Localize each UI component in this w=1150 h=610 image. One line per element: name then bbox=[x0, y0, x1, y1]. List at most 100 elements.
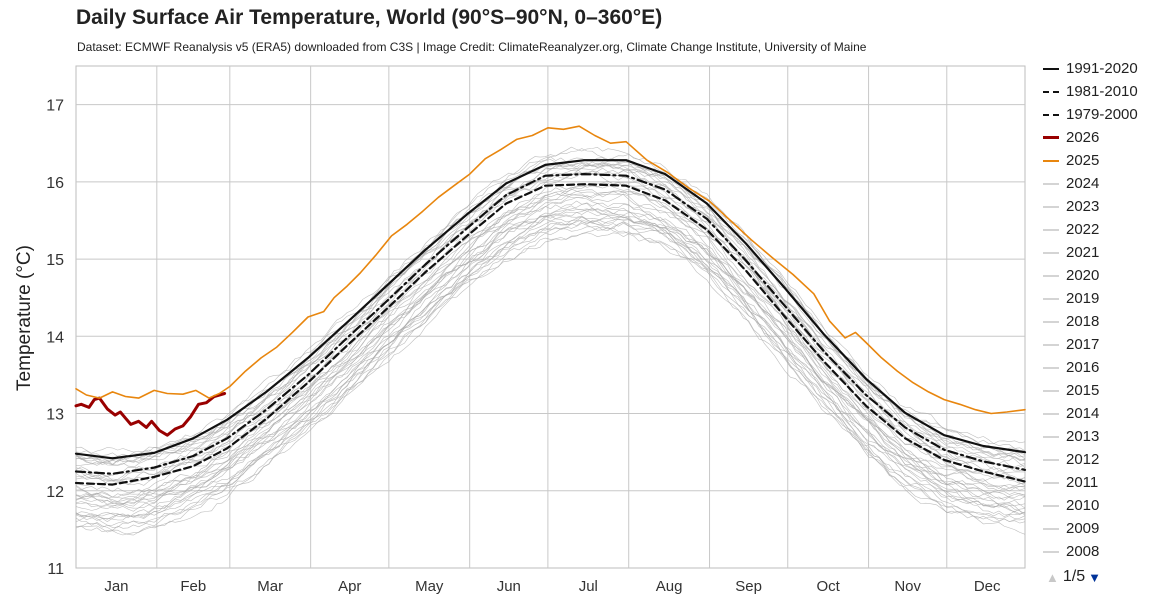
legend-label: 2018 bbox=[1066, 313, 1100, 330]
series-line-background-year bbox=[75, 191, 1026, 498]
series-line-background-year bbox=[75, 190, 1026, 494]
series-line-2025 bbox=[75, 125, 1026, 415]
legend-swatch bbox=[1043, 343, 1059, 346]
legend-swatch bbox=[1043, 228, 1059, 231]
legend-item-2024[interactable]: 2024 bbox=[1043, 172, 1150, 195]
legend-item-2026[interactable]: 2026 bbox=[1043, 126, 1150, 149]
chart-series bbox=[74, 125, 1027, 486]
legend-swatch bbox=[1043, 205, 1059, 208]
series-line-background-year bbox=[75, 207, 1026, 503]
x-tick-label: Dec bbox=[974, 578, 1001, 595]
x-tick-label: Oct bbox=[816, 578, 840, 595]
legend-item-2022[interactable]: 2022 bbox=[1043, 218, 1150, 241]
legend-item-2016[interactable]: 2016 bbox=[1043, 356, 1150, 379]
x-tick-label: Jan bbox=[104, 578, 128, 595]
series-line-background-year bbox=[75, 225, 1026, 528]
series-line-background-year bbox=[75, 221, 1026, 531]
x-tick-label: Jul bbox=[579, 578, 598, 595]
series-line-2026 bbox=[74, 392, 227, 437]
legend-item-1981-2010[interactable]: 1981-2010 bbox=[1043, 80, 1150, 103]
series-line-background-year bbox=[75, 146, 1026, 454]
x-tick-label: Apr bbox=[338, 578, 361, 595]
legend-label: 2015 bbox=[1066, 382, 1100, 399]
series-line-background-year bbox=[75, 232, 1026, 536]
pager-up-icon[interactable]: ▲ bbox=[1046, 569, 1059, 585]
y-tick-label: 11 bbox=[47, 561, 64, 578]
legend-item-2008[interactable]: 2008 bbox=[1043, 540, 1150, 563]
series-line-background-year bbox=[75, 188, 1025, 499]
legend-item-2023[interactable]: 2023 bbox=[1043, 195, 1150, 218]
legend-label: 1981-2010 bbox=[1066, 83, 1138, 100]
pager-down-icon[interactable]: ▼ bbox=[1088, 569, 1101, 585]
series-line-background-year bbox=[75, 205, 1026, 508]
legend-item-2018[interactable]: 2018 bbox=[1043, 310, 1150, 333]
legend-swatch bbox=[1043, 274, 1059, 277]
legend-item-1991-2020[interactable]: 1991-2020 bbox=[1043, 57, 1150, 80]
chart-legend: 1991-2020 1981-2010 1979-2000 2026 2025 2024 2… bbox=[1043, 57, 1150, 563]
series-line-background-year bbox=[75, 162, 1026, 460]
legend-item-2017[interactable]: 2017 bbox=[1043, 333, 1150, 356]
x-tick-label: Sep bbox=[735, 578, 762, 595]
legend-item-2021[interactable]: 2021 bbox=[1043, 241, 1150, 264]
series-line-background-year bbox=[75, 156, 1026, 465]
legend-label: 1979-2000 bbox=[1066, 106, 1138, 123]
legend-label: 2022 bbox=[1066, 221, 1100, 238]
series-line-background-year bbox=[75, 170, 1026, 481]
series-line-background-year bbox=[75, 148, 1026, 460]
legend-swatch bbox=[1043, 458, 1059, 461]
series-line-background-year bbox=[75, 197, 1026, 505]
pager-label: 1/5 bbox=[1062, 568, 1086, 585]
chart-title: Daily Surface Air Temperature, World (90… bbox=[76, 6, 663, 29]
chart-subtitle: Dataset: ECMWF Reanalysis v5 (ERA5) down… bbox=[77, 40, 867, 54]
legend-item-2025[interactable]: 2025 bbox=[1043, 149, 1150, 172]
series-line-background-year bbox=[75, 180, 1026, 481]
legend-label: 2009 bbox=[1066, 520, 1100, 537]
series-line-background-year bbox=[75, 161, 1026, 466]
legend-item-2020[interactable]: 2020 bbox=[1043, 264, 1150, 287]
series-line-1979-2000 bbox=[74, 183, 1027, 486]
legend-item-2013[interactable]: 2013 bbox=[1043, 425, 1150, 448]
legend-swatch bbox=[1043, 527, 1059, 530]
legend-item-2009[interactable]: 2009 bbox=[1043, 517, 1150, 540]
legend-item-2011[interactable]: 2011 bbox=[1043, 471, 1150, 494]
series-line-background-year bbox=[75, 200, 1026, 505]
legend-item-1979-2000[interactable]: 1979-2000 bbox=[1043, 103, 1150, 126]
y-tick-label: 17 bbox=[46, 98, 64, 115]
legend-label: 2017 bbox=[1066, 336, 1100, 353]
legend-swatch bbox=[1043, 113, 1059, 116]
series-line-background-year bbox=[75, 170, 1026, 482]
chart-axes: 11 12 13 14 15 16 17 Jan Feb Mar Apr May Jun Jul Aug Se… bbox=[46, 98, 1001, 595]
chart-grid bbox=[75, 65, 1026, 569]
legend-swatch bbox=[1043, 297, 1059, 300]
x-tick-label: May bbox=[415, 578, 444, 595]
legend-label: 2016 bbox=[1066, 359, 1100, 376]
x-tick-label: Aug bbox=[656, 578, 683, 595]
legend-item-2010[interactable]: 2010 bbox=[1043, 494, 1150, 517]
x-tick-label: Mar bbox=[257, 578, 283, 595]
series-line-background-year bbox=[75, 219, 1026, 528]
legend-label: 2013 bbox=[1066, 428, 1100, 445]
plot-frame bbox=[75, 65, 1026, 569]
series-line-background-year bbox=[75, 215, 1026, 520]
legend-swatch bbox=[1043, 67, 1059, 70]
legend-item-2015[interactable]: 2015 bbox=[1043, 379, 1150, 402]
legend-label: 2026 bbox=[1066, 129, 1100, 146]
y-tick-label: 16 bbox=[46, 175, 64, 192]
legend-item-2014[interactable]: 2014 bbox=[1043, 402, 1150, 425]
x-tick-label: Feb bbox=[180, 578, 206, 595]
series-line-background-year bbox=[75, 171, 1026, 477]
x-tick-label: Jun bbox=[497, 578, 521, 595]
legend-label: 2011 bbox=[1066, 474, 1099, 491]
background-year-lines bbox=[75, 146, 1026, 536]
y-axis-label: Temperature (°C) bbox=[14, 245, 35, 391]
legend-swatch bbox=[1043, 481, 1059, 484]
line-chart: 11 12 13 14 15 16 17 Jan Feb Mar Apr May Jun Jul Aug Se… bbox=[14, 65, 1027, 595]
legend-pager: ▲ 1/5 ▼ bbox=[1046, 568, 1101, 586]
legend-label: 2021 bbox=[1066, 244, 1100, 261]
series-line-background-year bbox=[75, 215, 1026, 522]
legend-item-2019[interactable]: 2019 bbox=[1043, 287, 1150, 310]
legend-label: 2010 bbox=[1066, 497, 1100, 514]
legend-item-2012[interactable]: 2012 bbox=[1043, 448, 1150, 471]
legend-label: 2014 bbox=[1066, 405, 1100, 422]
series-line-background-year bbox=[75, 215, 1026, 521]
